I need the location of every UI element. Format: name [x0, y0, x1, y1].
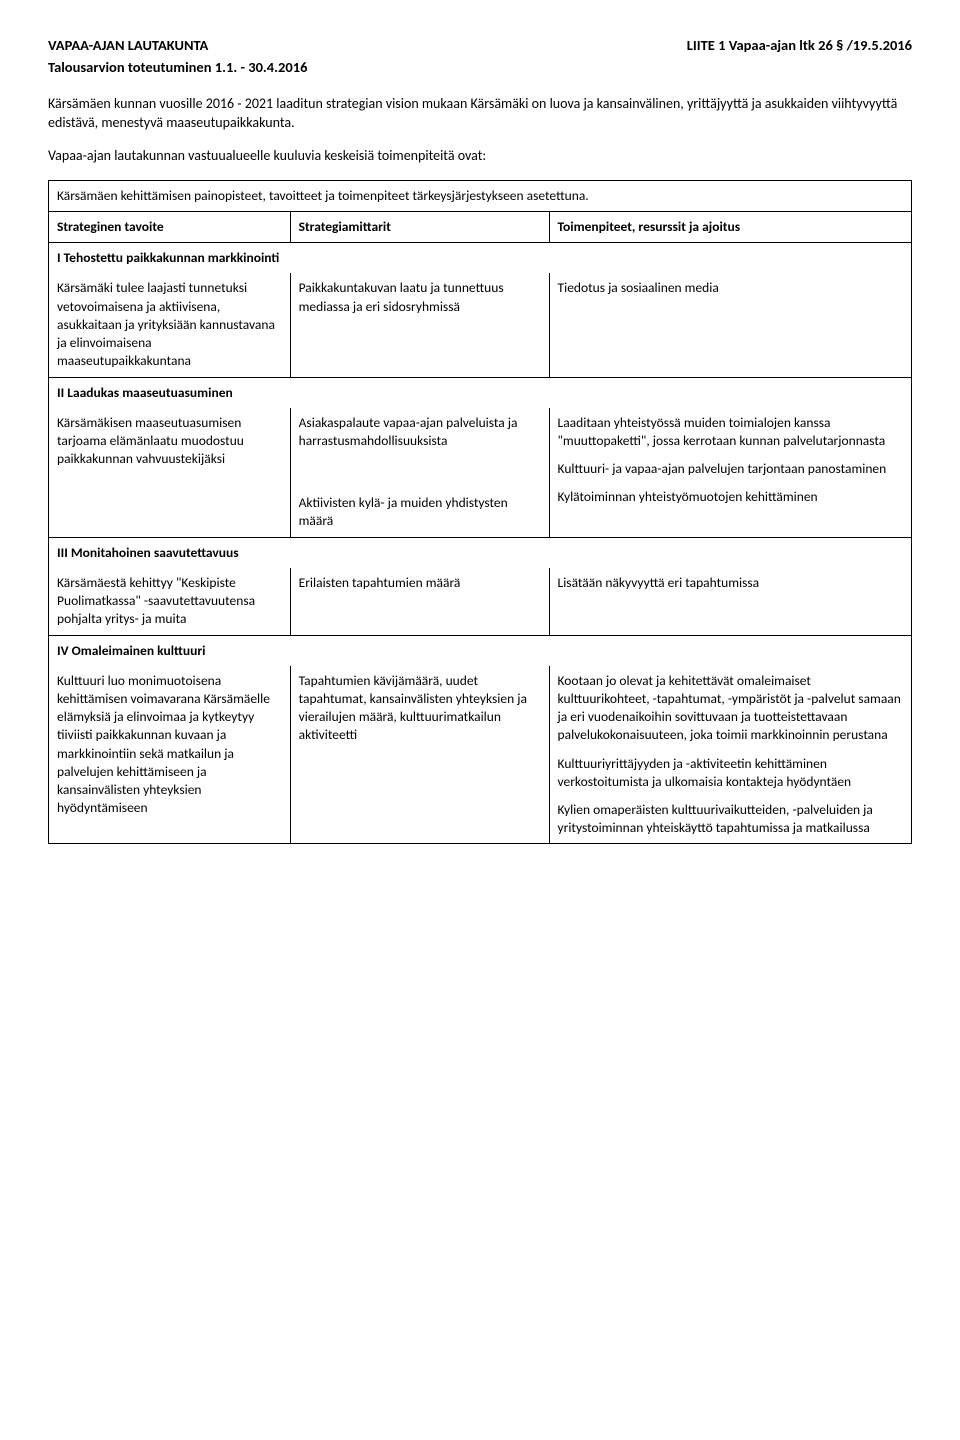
section-2-col3: Laaditaan yhteistyössä muiden toimialoje… — [549, 408, 911, 537]
section-4-col2: Tapahtumien kävijämäärä, uudet tapahtuma… — [290, 666, 549, 844]
header-title-left: VAPAA-AJAN LAUTAKUNTA — [48, 36, 208, 56]
section-2-col3-item-2: Kulttuuri- ja vapaa-ajan palvelujen tarj… — [558, 460, 903, 478]
table-preface: Kärsämäen kehittämisen painopisteet, tav… — [49, 180, 912, 211]
section-4-col1: Kulttuuri luo monimuotoisena kehittämise… — [49, 666, 291, 844]
section-1-col1: Kärsämäki tulee laajasti tunnetuksi veto… — [49, 273, 291, 377]
section-3-col3-item: Lisätään näkyvyyttä eri tapahtumissa — [558, 574, 903, 592]
section-2-col2-block-1: Asiakaspalaute vapaa-ajan palveluista ja… — [299, 414, 541, 450]
section-2-col2: Asiakaspalaute vapaa-ajan palveluista ja… — [290, 408, 549, 537]
section-4-col3-item-1: Kootaan jo olevat ja kehitettävät omalei… — [558, 672, 903, 745]
section-4-col3: Kootaan jo olevat ja kehitettävät omalei… — [549, 666, 911, 844]
section-4-title: IV Omaleimainen kulttuuri — [49, 635, 912, 666]
col-header-3: Toimenpiteet, resurssit ja ajoitus — [549, 212, 911, 243]
col-header-2: Strategiamittarit — [290, 212, 549, 243]
section-2-col3-item-3: Kylätoiminnan yhteistyömuotojen kehittäm… — [558, 488, 903, 506]
section-1-col3-item: Tiedotus ja sosiaalinen media — [558, 279, 903, 297]
section-1-col2: Paikkakuntakuvan laatu ja tunnettuus med… — [290, 273, 549, 377]
section-2-col2-block-2: Aktiivisten kylä- ja muiden yhdistysten … — [299, 494, 541, 530]
section-3-title: III Monitahoinen saavutettavuus — [49, 537, 912, 568]
header-title-right: LIITE 1 Vapaa-ajan ltk 26 § /19.5.2016 — [687, 36, 912, 56]
section-4-col3-item-3: Kylien omaperäisten kulttuurivaikutteide… — [558, 801, 903, 837]
section-3-col3: Lisätään näkyvyyttä eri tapahtumissa — [549, 568, 911, 635]
section-3-col1: Kärsämäestä kehittyy "Keskipiste Puolima… — [49, 568, 291, 635]
section-2-title: II Laadukas maaseutuasuminen — [49, 377, 912, 408]
section-1-title: I Tehostettu paikkakunnan markkinointi — [49, 243, 912, 274]
strategy-table: Kärsämäen kehittämisen painopisteet, tav… — [48, 180, 912, 845]
col-header-1: Strateginen tavoite — [49, 212, 291, 243]
section-2-col3-item-1: Laaditaan yhteistyössä muiden toimialoje… — [558, 414, 903, 450]
section-3-col2: Erilaisten tapahtumien määrä — [290, 568, 549, 635]
section-1-col3: Tiedotus ja sosiaalinen media — [549, 273, 911, 377]
intro-paragraph-1: Kärsämäen kunnan vuosille 2016 - 2021 la… — [48, 95, 912, 133]
header-subtitle: Talousarvion toteutuminen 1.1. - 30.4.20… — [48, 58, 912, 78]
section-2-col1: Kärsämäkisen maaseutuasumisen tarjoama e… — [49, 408, 291, 537]
intro-paragraph-2: Vapaa-ajan lautakunnan vastuualueelle ku… — [48, 147, 912, 166]
section-4-col3-item-2: Kulttuuriyrittäjyyden ja -aktiviteetin k… — [558, 755, 903, 791]
